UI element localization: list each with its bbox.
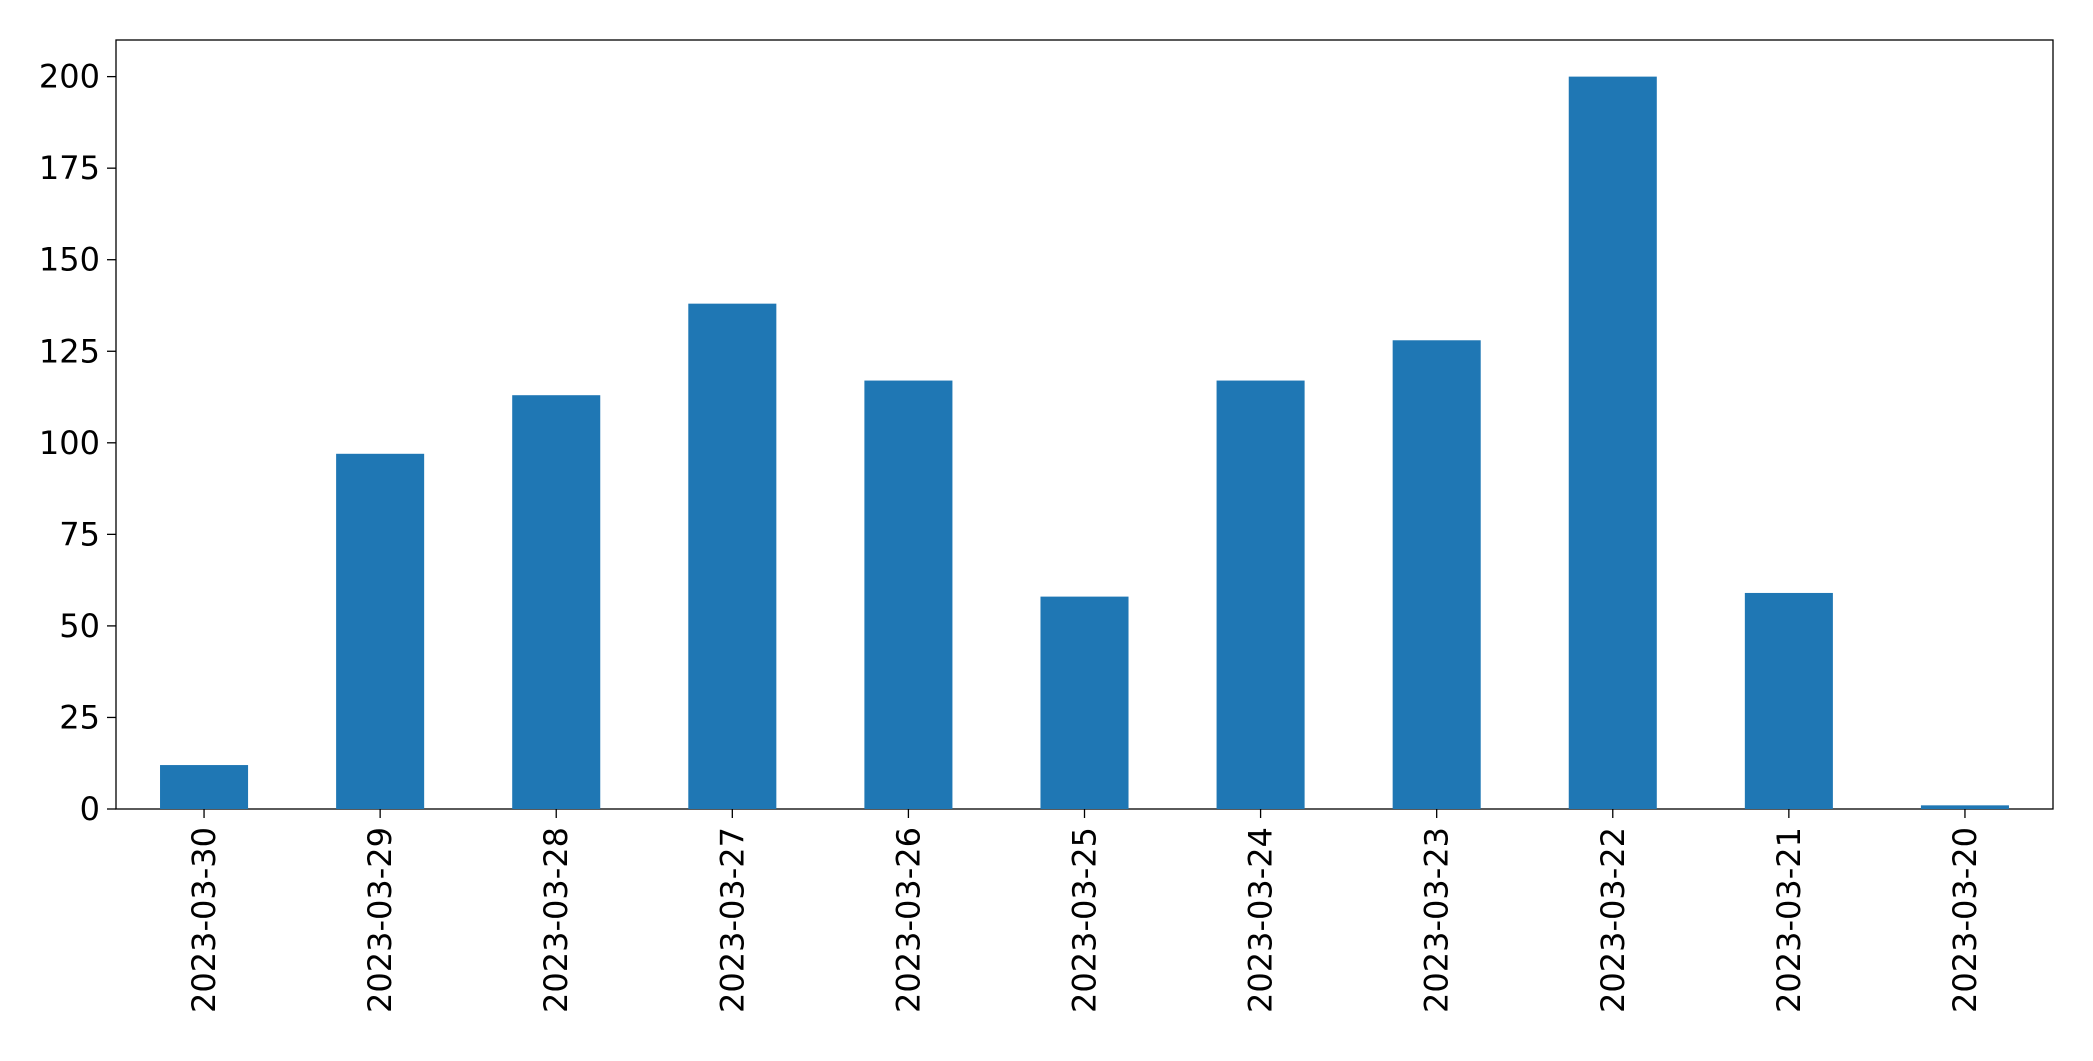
y-tick-label: 0 bbox=[80, 790, 100, 828]
y-tick-label: 200 bbox=[39, 58, 100, 96]
x-tick-label: 2023-03-22 bbox=[1594, 827, 1632, 1013]
x-tick-label: 2023-03-27 bbox=[713, 827, 751, 1013]
bar bbox=[864, 380, 953, 809]
bar bbox=[1216, 380, 1305, 809]
bar bbox=[512, 395, 601, 809]
bar bbox=[1744, 592, 1833, 809]
bar bbox=[1568, 76, 1657, 810]
bar bbox=[336, 453, 425, 809]
x-tick-label: 2023-03-28 bbox=[537, 827, 575, 1013]
x-tick-label: 2023-03-29 bbox=[361, 827, 399, 1013]
bar bbox=[160, 765, 249, 809]
x-tick-label: 2023-03-23 bbox=[1418, 827, 1456, 1013]
x-tick-label: 2023-03-24 bbox=[1242, 827, 1280, 1013]
bar bbox=[1920, 805, 2009, 809]
bar bbox=[1040, 596, 1129, 809]
y-tick-label: 25 bbox=[59, 698, 100, 736]
bar bbox=[688, 303, 777, 809]
y-tick-label: 75 bbox=[59, 515, 100, 553]
y-tick-label: 100 bbox=[39, 424, 100, 462]
x-tick-label: 2023-03-21 bbox=[1770, 827, 1808, 1013]
y-tick-label: 175 bbox=[39, 149, 100, 187]
y-tick-label: 125 bbox=[39, 332, 100, 370]
y-tick-label: 50 bbox=[59, 607, 100, 645]
x-tick-label: 2023-03-20 bbox=[1946, 827, 1984, 1013]
x-tick-label: 2023-03-26 bbox=[889, 827, 927, 1013]
x-tick-label: 2023-03-30 bbox=[185, 827, 223, 1013]
y-tick-label: 150 bbox=[39, 241, 100, 279]
x-tick-label: 2023-03-25 bbox=[1066, 827, 1104, 1013]
bar bbox=[1392, 340, 1481, 809]
